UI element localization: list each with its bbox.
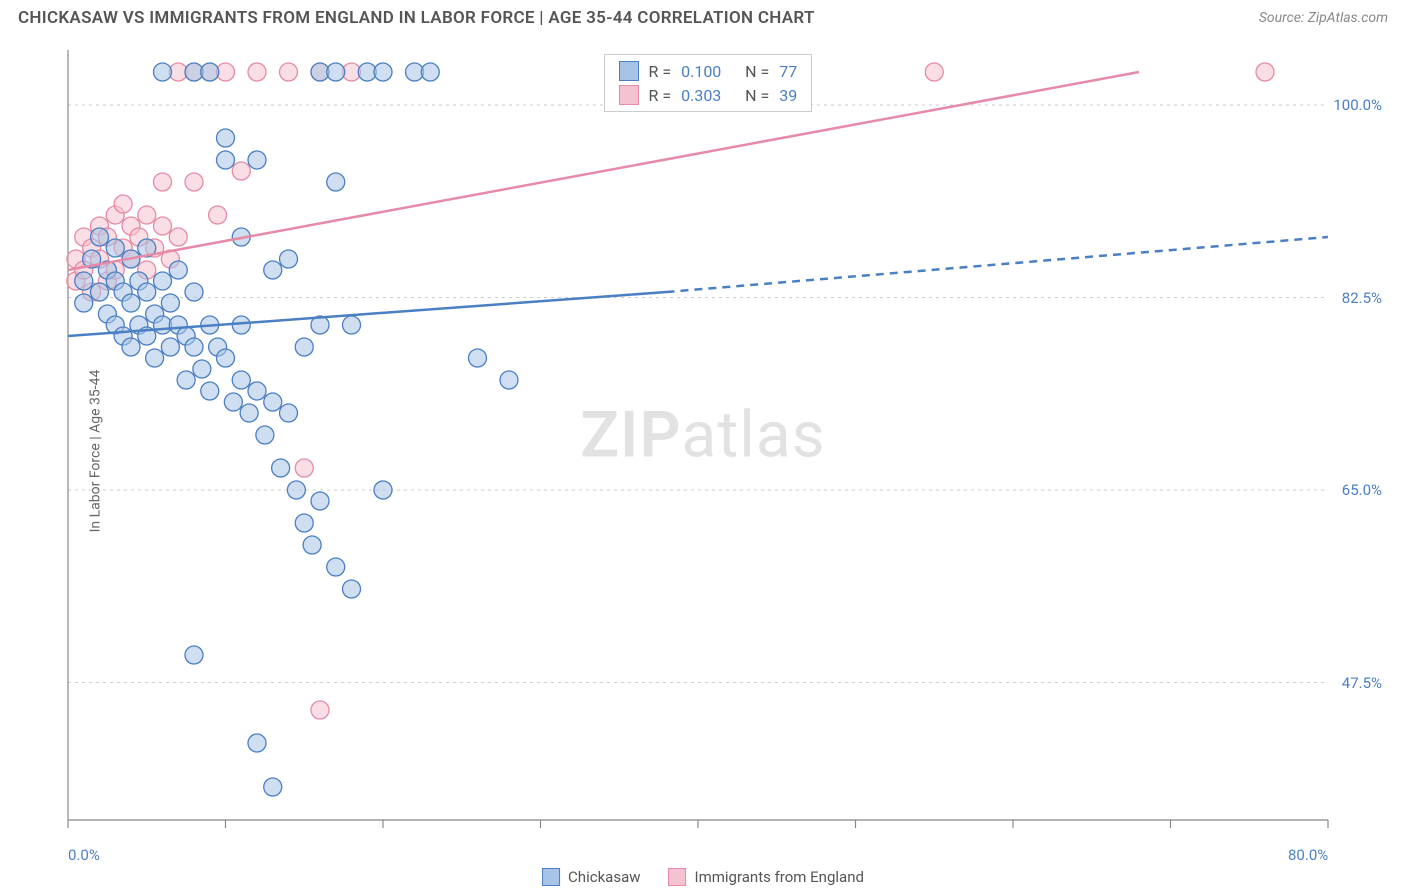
stats-legend: R =0.100N =77R =0.303N =39: [604, 54, 813, 112]
chart-container: In Labor Force | Age 35-44 ZIPatlas R =0…: [18, 40, 1388, 862]
legend-item: Chickasaw: [542, 868, 640, 886]
chart-title: CHICKASAW VS IMMIGRANTS FROM ENGLAND IN …: [18, 8, 815, 28]
x-tick-label: 0.0%: [68, 846, 100, 864]
y-tick-label: 82.5%: [1342, 289, 1382, 307]
y-tick-label: 47.5%: [1342, 674, 1382, 692]
legend-swatch: [542, 868, 560, 886]
legend-item: Immigrants from England: [669, 868, 864, 886]
scatter-chart: [18, 40, 1388, 850]
y-tick-label: 65.0%: [1342, 481, 1382, 499]
source-label: Source: ZipAtlas.com: [1259, 10, 1388, 26]
stat-legend-row: R =0.303N =39: [605, 83, 812, 107]
y-axis-label: In Labor Force | Age 35-44: [87, 370, 103, 533]
legend-swatch: [619, 61, 639, 81]
y-tick-label: 100.0%: [1333, 96, 1382, 114]
series-legend: Chickasaw Immigrants from England: [542, 868, 864, 886]
x-tick-label: 80.0%: [1288, 846, 1328, 864]
legend-swatch: [619, 85, 639, 105]
legend-swatch: [669, 868, 687, 886]
stat-legend-row: R =0.100N =77: [605, 59, 812, 83]
